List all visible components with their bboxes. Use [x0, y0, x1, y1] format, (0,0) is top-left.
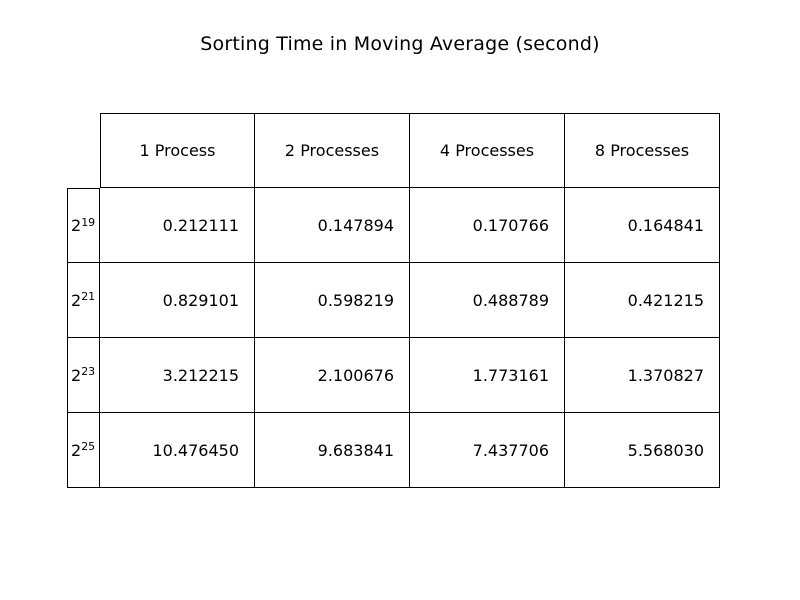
- table-cell: 0.170766: [410, 188, 565, 263]
- column-header: 8 Processes: [565, 113, 720, 188]
- row-header-base: 2: [71, 365, 82, 385]
- table-cell: 0.212111: [100, 188, 255, 263]
- row-header-base: 2: [71, 216, 82, 235]
- table-cell: 0.164841: [565, 188, 720, 263]
- row-header-base: 2: [71, 290, 82, 310]
- table-cell: 10.476450: [100, 413, 255, 488]
- row-header: 2 19: [67, 188, 100, 263]
- column-header: 1 Process: [100, 113, 255, 188]
- column-header: 4 Processes: [410, 113, 565, 188]
- table-cell: 0.147894: [255, 188, 410, 263]
- table-cell: 3.212215: [100, 338, 255, 413]
- table-cell: 7.437706: [410, 413, 565, 488]
- row-header: 2 21: [67, 263, 100, 338]
- table-cell: 1.773161: [410, 338, 565, 413]
- column-header: 2 Processes: [255, 113, 410, 188]
- table-cell: 1.370827: [565, 338, 720, 413]
- chart-title: Sorting Time in Moving Average (second): [200, 33, 600, 55]
- row-header: 2 23: [67, 338, 100, 413]
- table-cell: 0.488789: [410, 263, 565, 338]
- table-cell: 9.683841: [255, 413, 410, 488]
- row-header-base: 2: [71, 440, 82, 460]
- row-header: 2 25: [67, 413, 100, 488]
- data-table: 1 Process 2 Processes 4 Processes 8 Proc…: [67, 113, 720, 488]
- table-cell: 0.598219: [255, 263, 410, 338]
- table-cell: 5.568030: [565, 413, 720, 488]
- table-cell: 0.421215: [565, 263, 720, 338]
- table-corner: [67, 113, 100, 188]
- table-cell: 2.100676: [255, 338, 410, 413]
- table-cell: 0.829101: [100, 263, 255, 338]
